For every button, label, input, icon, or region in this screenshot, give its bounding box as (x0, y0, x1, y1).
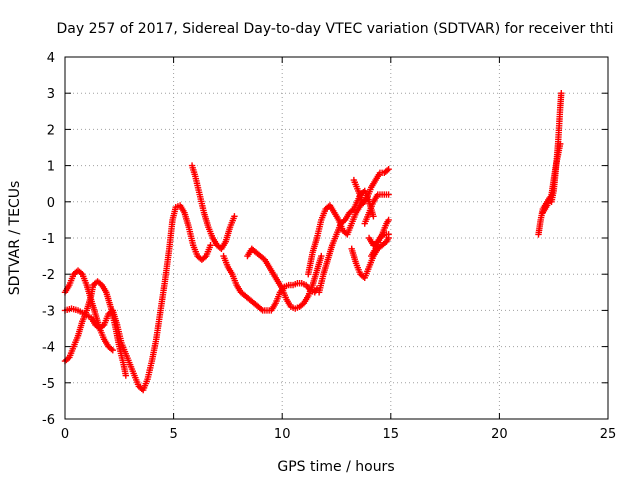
y-tick-label: 3 (47, 87, 55, 102)
x-tick-label: 15 (383, 427, 400, 442)
data-point-marker (318, 252, 325, 260)
y-tick-label: -5 (42, 377, 55, 392)
data-point-marker (109, 347, 116, 354)
y-tick-label: -1 (42, 232, 55, 247)
data-point-marker (385, 191, 392, 198)
y-tick-label: 2 (47, 123, 55, 138)
axis-ticks: 0 5 10 15 20 25 -6 -5 -4 -3 -2 -1 0 1 2 3 4 (42, 51, 616, 442)
plot-frame (64, 56, 609, 420)
x-axis-label: GPS time / hours (277, 459, 394, 475)
data-point-marker (385, 166, 392, 173)
x-tick-label: 25 (600, 427, 617, 442)
chart-title: Day 257 of 2017, Sidereal Day-to-day VTE… (57, 21, 614, 37)
data-point-marker (370, 213, 377, 220)
x-tick-label: 10 (274, 427, 291, 442)
y-tick-label: -4 (42, 341, 55, 356)
y-axis-label: SDTVAR / TECUs (7, 181, 23, 296)
x-tick-label: 20 (491, 427, 508, 442)
data-point-marker (385, 216, 392, 224)
y-tick-label: -3 (42, 304, 55, 319)
data-point-marker (558, 90, 565, 97)
data-point-marker (207, 242, 214, 249)
data-points (61, 90, 565, 394)
data-point-marker (385, 231, 392, 238)
data-point-marker (557, 140, 564, 148)
grid-lines (65, 57, 608, 419)
y-tick-label: 1 (47, 160, 55, 175)
data-point-marker (231, 213, 238, 220)
data-point-marker (122, 372, 130, 379)
y-tick-label: 0 (47, 196, 55, 211)
y-tick-label: -6 (42, 413, 55, 428)
x-tick-label: 5 (169, 427, 177, 442)
y-tick-label: -2 (42, 268, 55, 283)
y-tick-label: 4 (47, 51, 55, 66)
x-tick-label: 0 (61, 427, 69, 442)
